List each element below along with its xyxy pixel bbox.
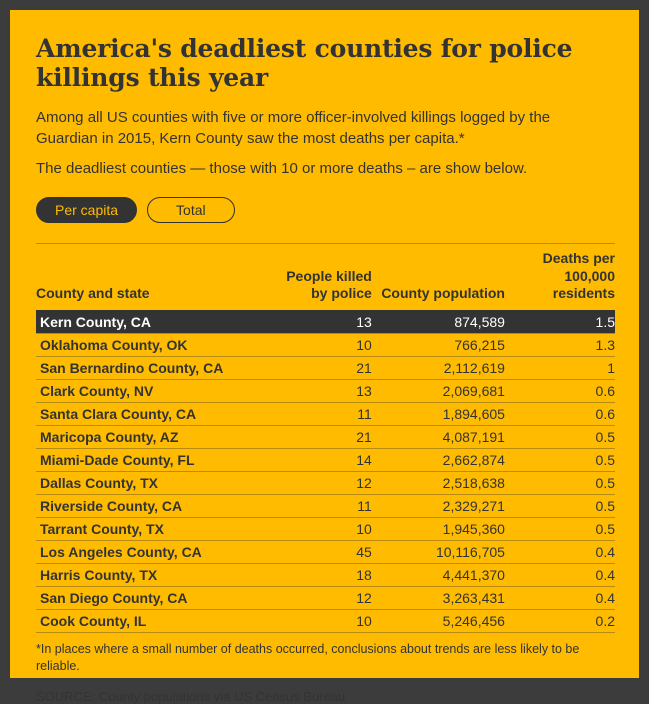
- table-row: Miami-Dade County, FL 14 2,662,874 0.5: [36, 448, 615, 471]
- cell-county: Tarrant County, TX: [40, 520, 164, 537]
- cell-killed: 45: [356, 543, 372, 560]
- cell-rate: 0.4: [595, 589, 615, 606]
- cell-rate: 1.3: [595, 336, 615, 353]
- cell-county: Miami-Dade County, FL: [40, 451, 195, 468]
- table-row: Dallas County, TX 12 2,518,638 0.5: [36, 471, 615, 494]
- cell-killed: 12: [356, 474, 372, 491]
- cell-county: Cook County, IL: [40, 612, 147, 629]
- cell-population: 4,087,191: [442, 428, 505, 445]
- cell-rate: 0.6: [595, 382, 615, 399]
- cell-rate: 0.5: [595, 428, 615, 445]
- table-row: San Bernardino County, CA 21 2,112,619 1: [36, 356, 615, 379]
- cell-killed: 13: [356, 382, 372, 399]
- cell-county: Los Angeles County, CA: [40, 543, 202, 560]
- cell-rate: 0.6: [595, 405, 615, 422]
- cell-population: 874,589: [454, 313, 505, 330]
- cell-killed: 14: [356, 451, 372, 468]
- cell-population: 766,215: [454, 336, 505, 353]
- cell-county: Kern County, CA: [40, 313, 151, 330]
- table-row: San Diego County, CA 12 3,263,431 0.4: [36, 586, 615, 609]
- cell-killed: 18: [356, 566, 372, 583]
- cell-rate: 0.2: [595, 612, 615, 629]
- cell-killed: 10: [356, 612, 372, 629]
- cell-population: 1,894,605: [442, 405, 505, 422]
- column-header-people-killed: People killed by police: [286, 267, 372, 302]
- view-toggle-group: Per capita Total: [36, 197, 615, 224]
- cell-county: Harris County, TX: [40, 566, 158, 583]
- table-row: Maricopa County, AZ 21 4,087,191 0.5: [36, 425, 615, 448]
- cell-population: 2,518,638: [442, 474, 505, 491]
- cell-killed: 10: [356, 520, 372, 537]
- cell-county: San Bernardino County, CA: [40, 359, 224, 376]
- cell-population: 2,069,681: [442, 382, 505, 399]
- cell-rate: 0.5: [595, 451, 615, 468]
- table-row: Santa Clara County, CA 11 1,894,605 0.6: [36, 402, 615, 425]
- cell-rate: 0.5: [595, 520, 615, 537]
- column-header-county: County and state: [36, 285, 150, 302]
- cell-population: 4,441,370: [442, 566, 505, 583]
- cell-killed: 21: [356, 359, 372, 376]
- source-credit: SOURCE: County populations via US Census…: [36, 688, 346, 704]
- table-row: Tarrant County, TX 10 1,945,360 0.5: [36, 517, 615, 540]
- cell-county: Santa Clara County, CA: [40, 405, 197, 422]
- cell-county: Clark County, NV: [40, 382, 154, 399]
- cell-rate: 1.5: [595, 313, 615, 330]
- cell-county: Maricopa County, AZ: [40, 428, 179, 445]
- table-row: Kern County, CA 13 874,589 1.5: [36, 310, 615, 334]
- cell-killed: 11: [357, 405, 372, 422]
- table-row: Oklahoma County, OK 10 766,215 1.3: [36, 333, 615, 356]
- cell-county: San Diego County, CA: [40, 589, 188, 606]
- table-header-row: County and state People killed by police…: [36, 244, 615, 311]
- table-body: Kern County, CA 13 874,589 1.5 Oklahoma Coun…: [36, 310, 615, 632]
- table-row: Riverside County, CA 11 2,329,271 0.5: [36, 494, 615, 517]
- table-row: Los Angeles County, CA 45 10,116,705 0.4: [36, 540, 615, 563]
- table-note: The deadliest counties — those with 10 o…: [36, 160, 528, 178]
- cell-population: 2,112,619: [443, 359, 505, 376]
- column-header-population: County population: [381, 285, 505, 302]
- total-toggle[interactable]: Total: [147, 197, 235, 224]
- cell-killed: 11: [357, 497, 372, 514]
- table-row: Clark County, NV 13 2,069,681 0.6: [36, 379, 615, 402]
- cell-rate: 0.4: [595, 543, 615, 560]
- footnote: *In places where a small number of death…: [36, 641, 580, 674]
- cell-killed: 13: [356, 313, 372, 330]
- cell-population: 10,116,705: [435, 543, 505, 560]
- counties-table: County and state People killed by police…: [36, 243, 615, 633]
- intro-text: Among all US counties with five or more …: [36, 109, 551, 147]
- cell-county: Oklahoma County, OK: [40, 336, 188, 353]
- cell-population: 5,246,456: [442, 612, 505, 629]
- cell-killed: 21: [356, 428, 372, 445]
- cell-rate: 0.5: [595, 497, 615, 514]
- infographic-panel: America's deadliest counties for police …: [10, 10, 639, 704]
- table-row: Cook County, IL 10 5,246,456 0.2: [36, 609, 615, 632]
- column-header-death-rate: Deaths per 100,000 residents: [542, 250, 615, 302]
- cell-county: Riverside County, CA: [40, 497, 183, 514]
- per-capita-toggle[interactable]: Per capita: [36, 197, 138, 224]
- cell-rate: 0.4: [595, 566, 615, 583]
- table-row: Harris County, TX 18 4,441,370 0.4: [36, 563, 615, 586]
- cell-population: 3,263,431: [442, 589, 505, 606]
- cell-population: 2,329,271: [442, 497, 505, 514]
- cell-rate: 0.5: [595, 474, 615, 491]
- cell-population: 1,945,360: [442, 520, 505, 537]
- cell-rate: 1: [607, 359, 615, 376]
- cell-killed: 12: [356, 589, 372, 606]
- cell-county: Dallas County, TX: [40, 474, 158, 491]
- headline: America's deadliest counties for police …: [36, 34, 573, 92]
- cell-population: 2,662,874: [442, 451, 505, 468]
- cell-killed: 10: [356, 336, 372, 353]
